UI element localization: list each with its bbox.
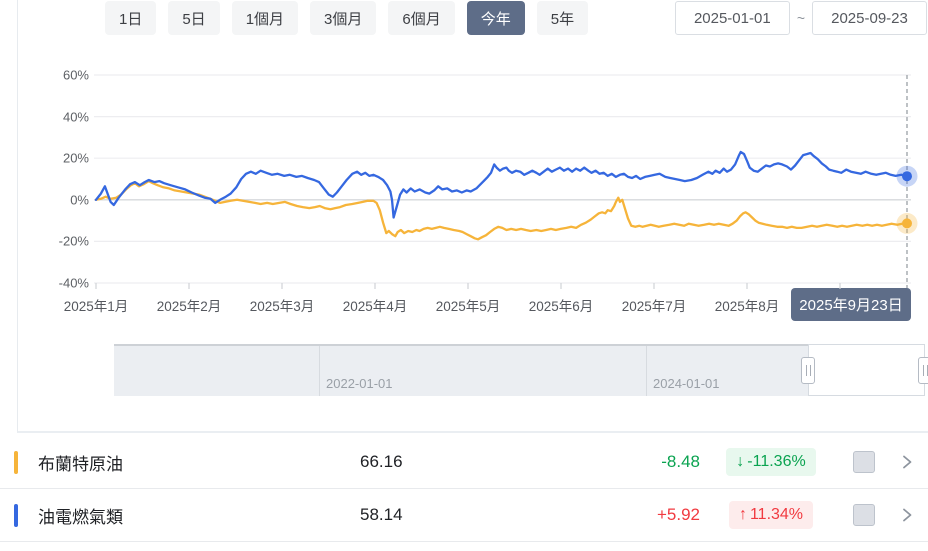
time-range-button-2[interactable]: 1個月 bbox=[231, 1, 299, 35]
instrument-price: 66.16 bbox=[360, 452, 403, 471]
x-tick-label: 2025年3月 bbox=[249, 299, 315, 314]
x-tick-label: 2025年5月 bbox=[435, 299, 501, 314]
navigator-divider bbox=[319, 346, 320, 396]
instrument-name: 油電燃氣類 bbox=[38, 507, 123, 527]
chevron-right-icon[interactable] bbox=[899, 507, 915, 523]
time-range-button-4[interactable]: 6個月 bbox=[388, 1, 455, 35]
instrument-name: 布蘭特原油 bbox=[38, 454, 123, 474]
x-tick-label: 2025年4月 bbox=[342, 299, 408, 314]
y-tick-label: 40% bbox=[62, 109, 89, 125]
start-date-input[interactable] bbox=[674, 1, 790, 35]
series-endpoint-halo-0 bbox=[896, 212, 918, 234]
chevron-right-icon[interactable] bbox=[899, 454, 915, 470]
percent-change-value: 11.34% bbox=[749, 506, 804, 523]
navigator-date-label: 2022-01-01 bbox=[326, 376, 393, 391]
date-range-separator: ~ bbox=[796, 10, 805, 26]
range-slider-right-handle[interactable] bbox=[918, 357, 928, 384]
time-range-button-1[interactable]: 5日 bbox=[168, 1, 220, 35]
list-item-oil-gas-sector[interactable]: 油電燃氣類 58.14 +5.92 ↑ 11.34% bbox=[0, 489, 928, 542]
y-tick-label: 60% bbox=[62, 67, 89, 83]
series-line-0 bbox=[94, 179, 909, 241]
compare-checkbox[interactable] bbox=[853, 451, 875, 473]
x-tick-label: 2025年1月 bbox=[63, 299, 129, 314]
range-slider-track[interactable]: 2022-01-01 2024-01-01 bbox=[114, 344, 808, 396]
series-endpoint-dot-1 bbox=[902, 171, 912, 182]
time-range-button-3[interactable]: 3個月 bbox=[310, 1, 377, 35]
x-tick-label: 2025年6月 bbox=[528, 299, 594, 314]
date-range-picker: ~ bbox=[674, 1, 927, 35]
navigator-divider bbox=[646, 346, 647, 396]
y-tick-label: -40% bbox=[58, 275, 89, 291]
compare-checkbox[interactable] bbox=[853, 504, 875, 526]
x-tick-label: 2025年7月 bbox=[621, 299, 687, 314]
instrument-list: 布蘭特原油 66.16 -8.48 ↓ -11.36% 油電燃氣類 58.14 … bbox=[0, 436, 928, 542]
x-tick-label: 2025年8月 bbox=[714, 299, 780, 314]
percent-change-badge: ↑ 11.34% bbox=[728, 501, 814, 529]
instrument-price: 58.14 bbox=[360, 505, 403, 524]
y-tick-label: -20% bbox=[58, 233, 89, 249]
end-date-input[interactable] bbox=[812, 1, 927, 35]
series-endpoint-dot-0 bbox=[902, 218, 912, 229]
series-color-bar bbox=[14, 450, 18, 474]
time-range-button-6[interactable]: 5年 bbox=[536, 1, 589, 35]
percent-change-badge: ↓ -11.36% bbox=[726, 448, 816, 476]
series-color-bar bbox=[14, 503, 18, 527]
list-item-brent[interactable]: 布蘭特原油 66.16 -8.48 ↓ -11.36% bbox=[0, 436, 928, 489]
price-change: -8.48 bbox=[661, 452, 700, 471]
y-tick-label: 0% bbox=[70, 192, 89, 208]
range-slider-left-handle[interactable] bbox=[801, 357, 815, 384]
time-range-button-5[interactable]: 今年 bbox=[466, 1, 525, 35]
current-date-badge: 2025年9月23日 bbox=[791, 288, 911, 321]
range-slider-selection[interactable] bbox=[808, 344, 925, 396]
x-tick-label: 2025年2月 bbox=[156, 299, 222, 314]
series-line-1 bbox=[94, 150, 909, 219]
series-endpoint-halo-1 bbox=[896, 165, 918, 187]
time-range-button-0[interactable]: 1日 bbox=[105, 1, 157, 35]
arrow-down-icon: ↓ bbox=[736, 453, 745, 470]
arrow-up-icon: ↑ bbox=[738, 506, 747, 523]
navigator-date-label: 2024-01-01 bbox=[653, 376, 720, 391]
time-range-toolbar: 1日 5日 1個月 3個月 6個月 今年 5年 bbox=[105, 1, 589, 35]
price-change: +5.92 bbox=[656, 505, 700, 524]
percent-change-value: -11.36% bbox=[747, 453, 806, 470]
y-tick-label: 20% bbox=[62, 150, 89, 166]
